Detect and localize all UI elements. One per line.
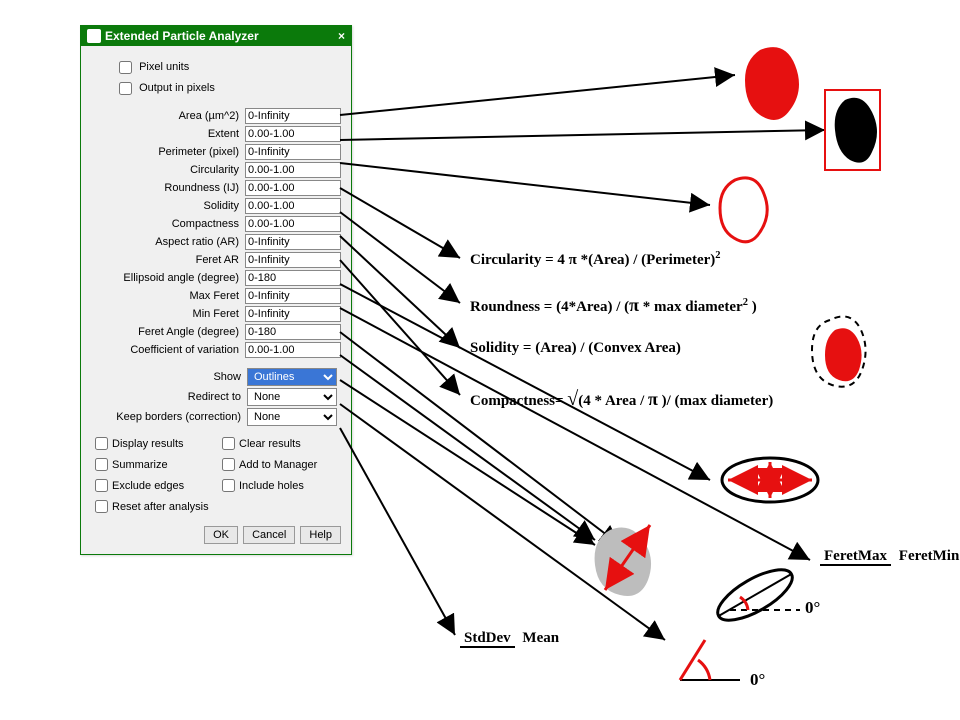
display-results-label: Display results: [112, 438, 184, 450]
summarize-label: Summarize: [112, 459, 168, 471]
pixel-units-label: Pixel units: [139, 61, 189, 73]
exclude-edges-checkbox[interactable]: Exclude edges: [91, 476, 214, 495]
reset-label: Reset after analysis: [112, 501, 209, 513]
compactness-input[interactable]: [245, 216, 341, 232]
formula-solidity: Solidity = (Area) / (Convex Area): [470, 340, 681, 357]
exclude-edges-label: Exclude edges: [112, 480, 184, 492]
summarize-checkbox[interactable]: Summarize: [91, 455, 214, 474]
output-pixels-checkbox[interactable]: Output in pixels: [115, 82, 215, 94]
show-label: Show: [91, 371, 247, 383]
clear-results-checkbox[interactable]: Clear results: [218, 434, 341, 453]
include-holes-checkbox[interactable]: Include holes: [218, 476, 341, 495]
app-icon: [87, 29, 101, 43]
compactness-label: Compactness: [91, 218, 245, 230]
window-title: Extended Particle Analyzer: [105, 29, 259, 43]
zero-label-2: 0°: [750, 670, 765, 690]
include-holes-label: Include holes: [239, 480, 304, 492]
bottom-check-grid: Display results Clear results Summarize …: [91, 434, 341, 516]
feretar-input[interactable]: [245, 252, 341, 268]
perimeter-label: Perimeter (pixel): [91, 146, 245, 158]
show-select[interactable]: Outlines: [247, 368, 337, 386]
ok-button[interactable]: OK: [204, 526, 238, 544]
circularity-input[interactable]: [245, 162, 341, 178]
output-pixels-row: Output in pixels: [115, 79, 341, 98]
perimeter-input[interactable]: [245, 144, 341, 160]
formula-roundness: Roundness = (4*Area) / (π * max diameter…: [470, 295, 757, 316]
solidity-label: Solidity: [91, 200, 245, 212]
solidity-input[interactable]: [245, 198, 341, 214]
redirect-select[interactable]: None: [247, 388, 337, 406]
particle-analyzer-dialog: Extended Particle Analyzer × Pixel units…: [80, 25, 352, 555]
output-pixels-label: Output in pixels: [139, 82, 215, 94]
roundness-label: Roundness (IJ): [91, 182, 245, 194]
cov-label: Coefficient of variation: [91, 344, 245, 356]
display-results-checkbox[interactable]: Display results: [91, 434, 214, 453]
add-manager-checkbox[interactable]: Add to Manager: [218, 455, 341, 474]
zero-label-1: 0°: [805, 598, 820, 618]
minferet-label: Min Feret: [91, 308, 245, 320]
aspect-input[interactable]: [245, 234, 341, 250]
feretangle-input[interactable]: [245, 324, 341, 340]
circularity-label: Circularity: [91, 164, 245, 176]
borders-select[interactable]: None: [247, 408, 337, 426]
formula-cov: StdDev Mean: [460, 630, 563, 647]
formula-circularity: Circularity = 4 π *(Area) / (Perimeter)2: [470, 250, 721, 269]
feretar-label: Feret AR: [91, 254, 245, 266]
pixel-units-checkbox[interactable]: Pixel units: [115, 61, 189, 73]
add-manager-label: Add to Manager: [239, 459, 317, 471]
dialog-body: Pixel units Output in pixels Area (µm^2)…: [81, 46, 351, 554]
ellangle-input[interactable]: [245, 270, 341, 286]
cov-input[interactable]: [245, 342, 341, 358]
button-row: OK Cancel Help: [91, 526, 341, 544]
title-bar: Extended Particle Analyzer ×: [81, 26, 351, 46]
maxferet-label: Max Feret: [91, 290, 245, 302]
aspect-label: Aspect ratio (AR): [91, 236, 245, 248]
redirect-label: Redirect to: [91, 391, 247, 403]
extent-input[interactable]: [245, 126, 341, 142]
extent-label: Extent: [91, 128, 245, 140]
formula-feret-ratio: FeretMax FeretMin: [820, 548, 960, 565]
ellangle-label: Ellipsoid angle (degree): [91, 272, 245, 284]
roundness-input[interactable]: [245, 180, 341, 196]
area-label: Area (µm^2): [91, 110, 245, 122]
maxferet-input[interactable]: [245, 288, 341, 304]
formula-compactness: Compactness= √(4 * Area / π )/ (max diam…: [470, 388, 773, 411]
cancel-button[interactable]: Cancel: [243, 526, 295, 544]
minferet-input[interactable]: [245, 306, 341, 322]
pixel-units-row: Pixel units: [115, 58, 341, 77]
area-input[interactable]: [245, 108, 341, 124]
feretangle-label: Feret Angle (degree): [91, 326, 245, 338]
clear-results-label: Clear results: [239, 438, 301, 450]
close-icon[interactable]: ×: [338, 29, 345, 43]
help-button[interactable]: Help: [300, 526, 341, 544]
reset-checkbox[interactable]: Reset after analysis: [91, 497, 214, 516]
borders-label: Keep borders (correction): [91, 411, 247, 423]
